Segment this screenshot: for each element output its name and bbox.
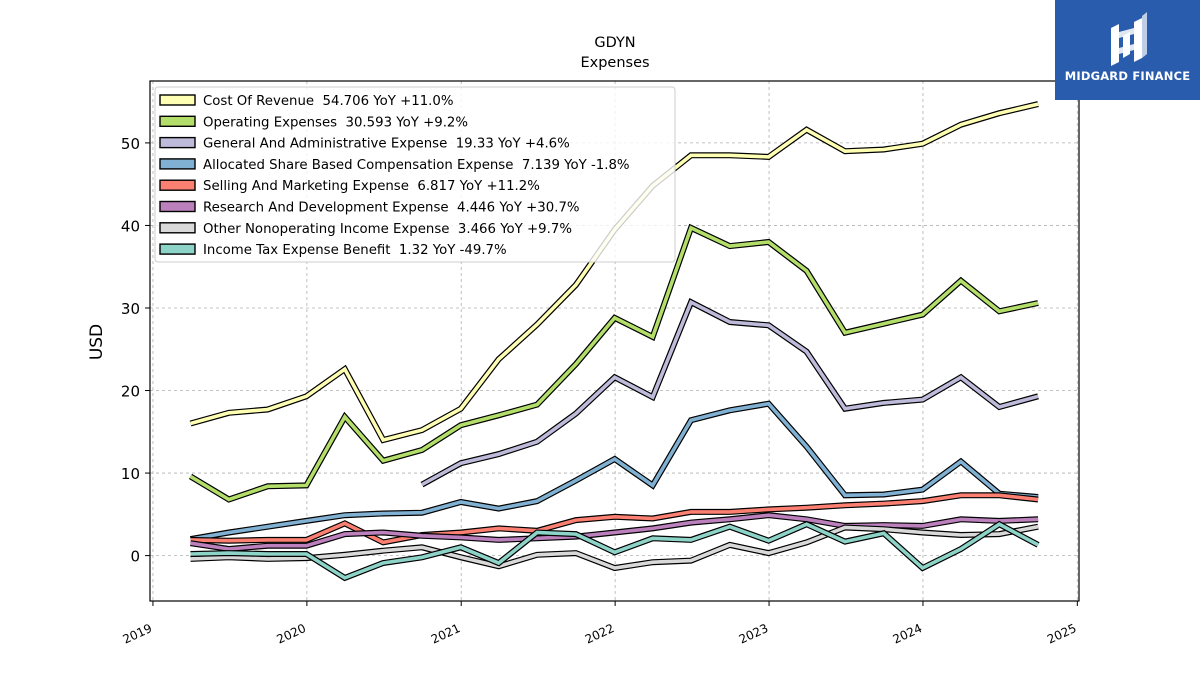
x-tick-label: 2020: [275, 621, 309, 647]
x-tick-label: 2019: [121, 621, 155, 647]
legend-swatch: [159, 94, 196, 106]
legend-swatch: [159, 179, 196, 191]
x-tick-label: 2023: [737, 621, 771, 647]
y-tick-label: 40: [121, 217, 140, 235]
plot-frame: [149, 80, 1080, 602]
x-tick-label: 2024: [891, 621, 925, 647]
series-line: [190, 522, 1039, 580]
series-line: [190, 513, 1039, 551]
legend-swatch: [159, 136, 196, 149]
y-axis-label: USD: [87, 324, 107, 360]
legend-swatch: [159, 222, 196, 234]
legend-entry: Income Tax Expense Benefit 1.32 YoY -49.…: [203, 243, 507, 258]
series-line: [189, 225, 1039, 502]
series-line: [190, 493, 1039, 545]
y-tick-label: 0: [130, 548, 140, 566]
legend-entry: Allocated Share Based Compensation Expen…: [203, 158, 630, 173]
x-tick-label: 2025: [1045, 621, 1079, 647]
y-tick-label: 10: [121, 465, 140, 483]
legend-entry: General And Administrative Expense 19.33…: [203, 137, 570, 152]
x-tick-label: 2021: [429, 621, 463, 647]
midgard-finance-logo: MIDGARD FINANCE: [1055, 0, 1200, 100]
legend-swatch: [159, 243, 196, 255]
legend-entry: Operating Expenses 30.593 YoY +9.2%: [203, 115, 468, 130]
series-line: [190, 401, 1039, 541]
legend: Cost Of Revenue 54.706 YoY +11.0% Operati…: [154, 86, 676, 263]
legend-entry: Other Nonoperating Income Expense 3.466 …: [203, 222, 572, 237]
midgard-logo-icon: [1111, 12, 1147, 66]
chart-title: GDYN: [594, 35, 635, 51]
legend-swatch: [159, 115, 196, 128]
y-tick-label: 50: [121, 135, 140, 153]
y-axis: 0 10 20 30 40 50: [121, 135, 150, 566]
series-line-outline: [420, 298, 1039, 488]
series-line: [190, 524, 1039, 570]
logo-text: MIDGARD FINANCE: [1064, 69, 1191, 83]
x-axis: 2019 2020 2021 2022 2023 2024 2025: [121, 601, 1079, 647]
legend-entry: Cost Of Revenue 54.706 YoY +11.0%: [203, 94, 454, 109]
legend-box: [154, 86, 676, 263]
legend-entry: Research And Development Expense 4.446 Y…: [203, 201, 580, 216]
series-line: [421, 299, 1039, 487]
legend-swatch: [159, 158, 196, 170]
legend-entry: Selling And Marketing Expense 6.817 YoY …: [203, 179, 540, 194]
chart-subtitle: Expenses: [580, 55, 649, 71]
x-tick-label: 2022: [583, 621, 617, 647]
y-tick-label: 30: [121, 300, 140, 318]
y-tick-label: 20: [121, 383, 140, 401]
legend-swatch: [159, 200, 196, 213]
